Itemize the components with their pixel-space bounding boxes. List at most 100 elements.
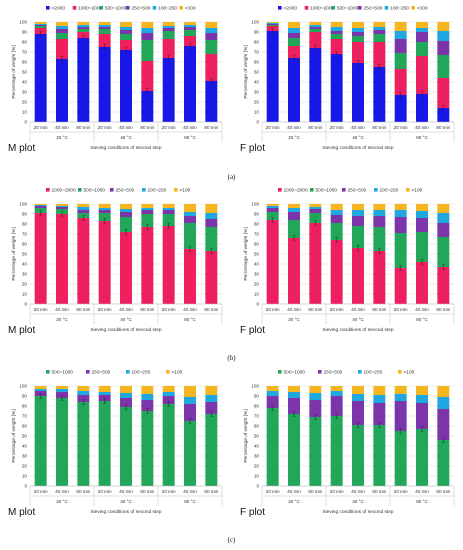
bar-segment [288, 414, 300, 486]
bar-segment [416, 28, 428, 32]
y-tick-label: 40 [254, 262, 260, 267]
bar-segment [56, 206, 68, 207]
bar-segment [56, 39, 68, 59]
bar-segment [394, 386, 407, 394]
y-tick-label: 70 [254, 232, 260, 237]
y-tick-label: 30 [22, 454, 28, 459]
y-tick-label: 20 [22, 282, 28, 287]
chart-panels: >2000 1000~2000 500~1000 250~500 100~250 <100… [8, 6, 455, 518]
bar-segment [98, 47, 111, 122]
x-tick-label: 40 min [55, 125, 69, 130]
chart-panel-6: 500~1000 250~500 100~250 <100 0 10 20 30 40 50 60 7… [240, 370, 455, 518]
bar-segment [141, 22, 154, 28]
plot-name: M plot [8, 507, 35, 518]
bar-segment [309, 27, 322, 29]
group-label: 20 °C [288, 317, 300, 322]
legend-entry: 500~1000 [284, 370, 306, 376]
bar-segment [56, 22, 68, 26]
legend-swatch [110, 188, 114, 192]
x-tick-label: 20 min [266, 125, 280, 130]
x-tick-label: 20 min [330, 307, 344, 312]
bar-segment [330, 39, 343, 54]
bar-segment [309, 207, 322, 209]
legend-entry: 500~1000 [316, 188, 338, 194]
group-label: 40 °C [352, 317, 364, 322]
bar-segment [394, 217, 407, 233]
bar-segment [437, 223, 450, 237]
bar-segment [184, 27, 196, 30]
legend-entry: 1000~2000 [52, 188, 76, 194]
bar-segment [416, 386, 428, 395]
y-tick-label: 10 [22, 110, 28, 115]
bar-segment [394, 39, 407, 53]
bar-segment [34, 34, 47, 122]
legend-swatch [374, 188, 378, 192]
legend-swatch [126, 6, 130, 10]
y-tick-label: 80 [254, 40, 260, 45]
y-tick-label: 10 [254, 474, 260, 479]
bar-segment [162, 22, 175, 26]
x-tick-label: 20 min [98, 489, 112, 494]
bar-segment [120, 212, 132, 217]
x-tick-label: 20 min [266, 489, 280, 494]
legend-swatch [126, 370, 130, 374]
bar-segment [266, 23, 279, 24]
legend-entry: 500~1000 [52, 370, 74, 376]
bar-segment [352, 32, 364, 36]
x-tick-label: 20 min [330, 489, 344, 494]
bar-segment [34, 391, 47, 396]
x-tick-label: 80 min [76, 125, 90, 130]
bar-segment [98, 208, 111, 210]
bar-segment [373, 395, 386, 403]
x-tick-label: 20 min [98, 307, 112, 312]
y-tick-label: 20 [22, 464, 28, 469]
row-label-c: (c) [228, 536, 236, 544]
bar-segment [120, 217, 132, 232]
bar-segment [98, 386, 111, 392]
legend-swatch [166, 370, 170, 374]
bar-segment [98, 395, 111, 401]
legend-swatch [46, 6, 50, 10]
bar-segment [373, 210, 386, 216]
chart-panel-1: >2000 1000~2000 500~1000 250~500 100~250 <100… [8, 6, 223, 154]
chart-panel-3: 1000~2000 500~1000 250~500 100~250 <100 0 10 20… [8, 188, 223, 336]
bar-segment [437, 22, 450, 31]
bar-segment [77, 391, 90, 395]
bar-segment [34, 386, 47, 389]
bar-segment [437, 440, 450, 486]
bar-segment [98, 210, 111, 213]
bar-segment [98, 27, 111, 29]
bar-segment [437, 31, 450, 41]
group-label: 40 °C [352, 499, 364, 504]
legend-entry: 1000~2000 [78, 6, 102, 12]
bar-segment [373, 386, 386, 395]
y-tick-label: 90 [254, 30, 260, 35]
y-tick-label: 0 [256, 120, 259, 125]
bar-segment [373, 42, 386, 67]
bar-segment [288, 398, 300, 414]
bar-segment [141, 227, 154, 304]
bar-segment [56, 389, 68, 392]
bar-segment [352, 216, 364, 226]
x-axis-label: Sieving conditions of second step [90, 145, 162, 151]
y-tick-label: 40 [22, 444, 28, 449]
x-tick-label: 20 min [34, 125, 48, 130]
bar-segment [416, 94, 428, 122]
bar-segment [288, 212, 300, 220]
bar-segment [437, 237, 450, 267]
bar-segment [120, 386, 132, 393]
bar-segment [77, 29, 90, 32]
y-axis-label: Percentage of weight [%] [243, 409, 249, 462]
bar-segment [330, 386, 343, 391]
bar-segment [416, 403, 428, 429]
x-tick-label: 80 min [308, 307, 322, 312]
x-tick-label: 20 min [34, 307, 48, 312]
bar-segment [309, 29, 322, 32]
y-tick-label: 70 [22, 232, 28, 237]
bar-segment [309, 400, 322, 417]
legend-swatch [384, 6, 389, 10]
bar-segment [416, 395, 428, 403]
bar-segment [205, 81, 218, 122]
x-tick-label: 40 min [287, 489, 301, 494]
bar-segment [34, 208, 47, 213]
